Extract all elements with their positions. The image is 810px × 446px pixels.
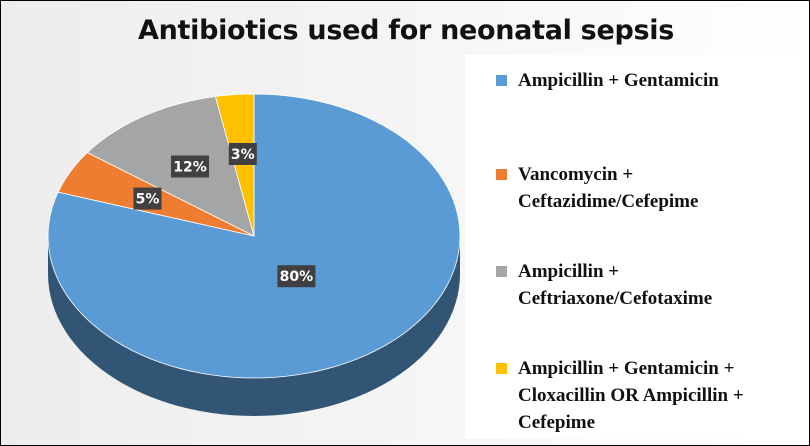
pie-side-wall (48, 236, 460, 416)
data-label-box (133, 187, 162, 210)
data-label: 5% (136, 192, 160, 208)
legend-label: Ampicillin + Gentamicin + Cloxacillin OR… (518, 358, 744, 433)
legend-swatch (496, 363, 507, 374)
pie-slice (86, 96, 255, 237)
legend-label: Vancomycin + Ceftazidime/Cefepime (518, 164, 699, 212)
legend-label: Ampicillin + Gentamicin (518, 70, 719, 91)
legend-label: Ampicillin + Ceftriaxone/Cefotaxime (518, 261, 713, 309)
legend-swatch (496, 75, 507, 86)
data-label: 12% (173, 160, 207, 176)
data-label-box (228, 143, 257, 165)
legend: Ampicillin + Gentamicin Vancomycin + Cef… (465, 55, 801, 439)
data-label-box (171, 155, 209, 178)
data-label: 80% (280, 269, 314, 285)
chart-title: Antibiotics used for neonatal sepsis (137, 15, 674, 46)
legend-swatch (496, 169, 507, 180)
data-label-box (277, 265, 316, 288)
legend-swatch (496, 266, 507, 277)
data-label: 3% (231, 147, 255, 163)
